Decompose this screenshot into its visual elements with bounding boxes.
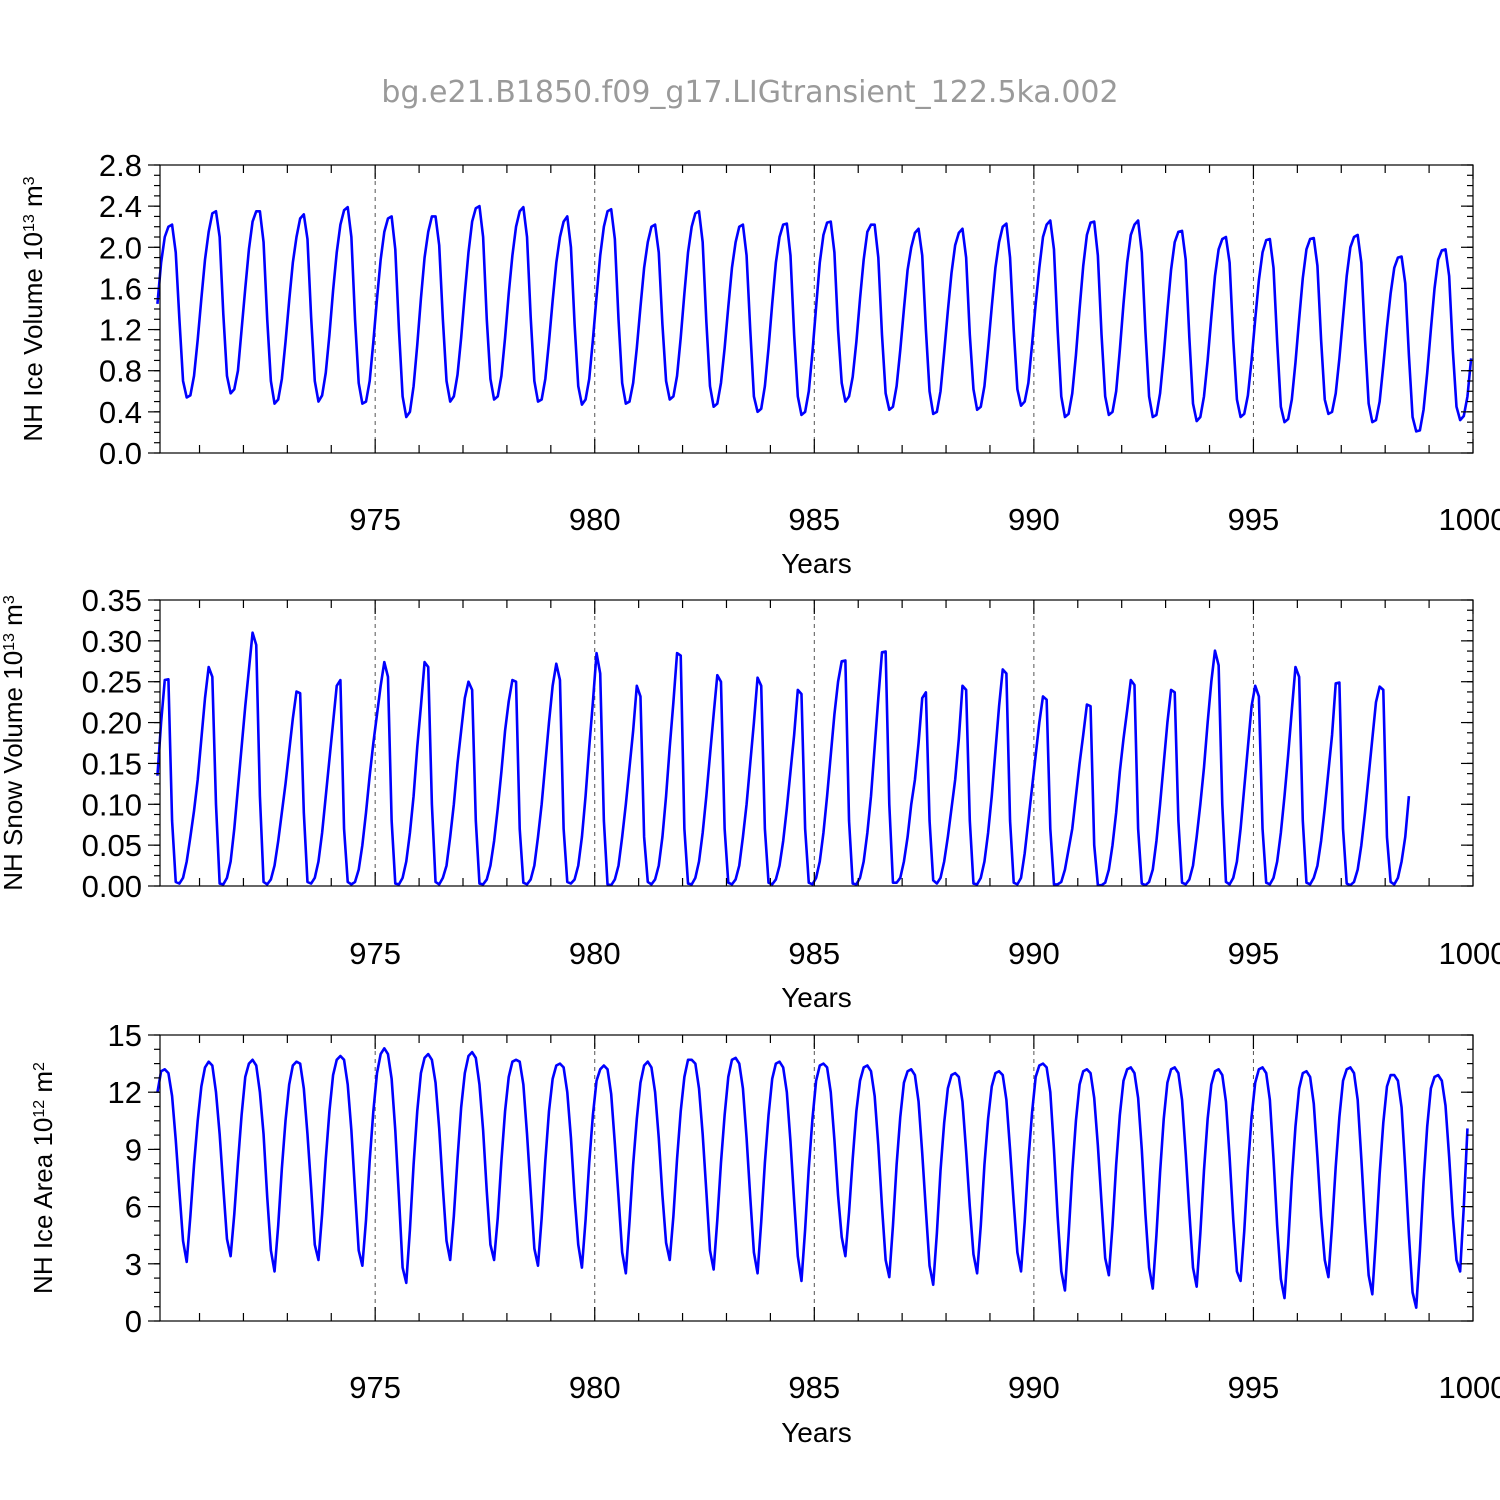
y-tick-label: 0.35: [82, 583, 142, 618]
series-line: [156, 204, 1473, 433]
y-tick-label: 0.4: [99, 395, 142, 430]
x-tick-label: 995: [1228, 936, 1280, 971]
y-tick-label: 15: [108, 1018, 142, 1053]
panel-ice-volume: 975 980 985 990 995 1000 0.0 0.4 0.8 1.2 1.6 2.0 2.4…: [18, 148, 1500, 579]
panel-ice-area: 975 980 985 990 995 1000 0 3 6 9 12 15 Years NH Ice A…: [28, 1018, 1500, 1448]
y-tick-label: 0.10: [82, 787, 142, 822]
figure-title: bg.e21.B1850.f09_g17.LIGtransient_122.5k…: [381, 75, 1118, 110]
x-tick-label: 990: [1008, 936, 1060, 971]
x-tick-label: 1000: [1439, 502, 1500, 537]
y-tick-label: 2.4: [99, 189, 142, 224]
y-tick-label: 0: [125, 1304, 142, 1339]
y-tick-label: 2.0: [99, 230, 142, 265]
y-tick-label: 6: [125, 1190, 142, 1225]
y-axis-title: NH Ice Volume 1013 m3: [18, 176, 48, 441]
x-tick-label: 985: [788, 1370, 840, 1405]
plot-frame: [159, 599, 1474, 887]
x-axis-title: Years: [781, 982, 852, 1013]
y-tick-label: 0.30: [82, 624, 142, 659]
y-axis-title: NH Snow Volume 1013 m3: [0, 595, 28, 891]
y-tick-label: 3: [125, 1247, 142, 1282]
x-tick-label: 975: [349, 1370, 401, 1405]
x-axis-title: Years: [781, 548, 852, 579]
x-tick-label: 975: [349, 502, 401, 537]
x-tick-label: 985: [788, 936, 840, 971]
x-tick-label: 990: [1008, 1370, 1060, 1405]
x-tick-label: 1000: [1439, 1370, 1500, 1405]
y-tick-label: 0.8: [99, 354, 142, 389]
x-tick-label: 995: [1228, 502, 1280, 537]
x-tick-label: 980: [569, 936, 621, 971]
y-tick-label: 9: [125, 1132, 142, 1167]
panel-snow-volume: 975 980 985 990 995 1000 0.00 0.05 0.10 0.15 0.20 0…: [0, 583, 1500, 1013]
series-line: [156, 631, 1411, 887]
y-tick-label: 1.2: [99, 313, 142, 348]
y-tick-label: 0.20: [82, 706, 142, 741]
x-tick-label: 980: [569, 502, 621, 537]
y-tick-label: 0.0: [99, 436, 142, 471]
y-tick-label: 0.05: [82, 828, 142, 863]
y-tick-label: 0.15: [82, 746, 142, 781]
x-tick-label: 990: [1008, 502, 1060, 537]
y-tick-label: 12: [108, 1075, 142, 1110]
x-tick-label: 980: [569, 1370, 621, 1405]
y-tick-label: 0.25: [82, 665, 142, 700]
x-tick-label: 985: [788, 502, 840, 537]
x-tick-label: 995: [1228, 1370, 1280, 1405]
series-line: [156, 1047, 1469, 1309]
y-axis-title: NH Ice Area 1012 m2: [28, 1062, 58, 1294]
y-tick-label: 0.00: [82, 869, 142, 904]
x-axis-title: Years: [781, 1417, 852, 1448]
x-tick-label: 1000: [1439, 936, 1500, 971]
y-tick-label: 1.6: [99, 271, 142, 306]
y-tick-label: 2.8: [99, 148, 142, 183]
x-tick-label: 975: [349, 936, 401, 971]
